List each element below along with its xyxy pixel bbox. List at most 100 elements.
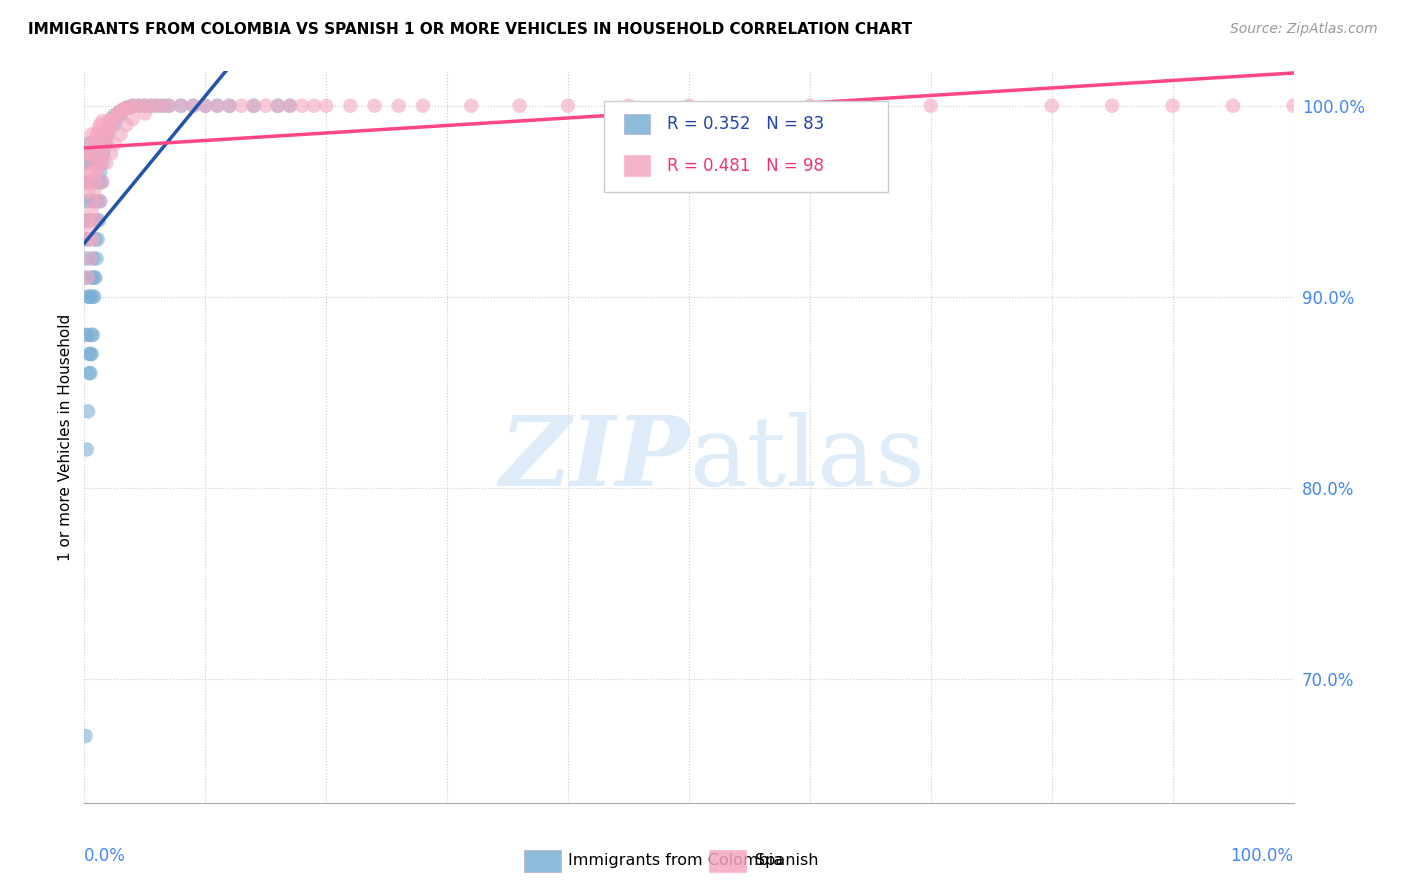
Point (1222, 99, 1244, 113)
Point (181, 99, 204, 113)
FancyBboxPatch shape (710, 849, 745, 871)
Point (77, 232, 100, 246)
Point (152, 99, 174, 113)
Point (82, 290, 104, 304)
Point (75, 270, 97, 285)
Point (412, 99, 434, 113)
Point (302, 99, 325, 113)
Point (87, 175, 110, 189)
Point (77, 223, 100, 237)
Point (75, 327, 97, 342)
Point (207, 99, 229, 113)
Point (134, 99, 156, 113)
Point (104, 108, 127, 122)
Point (79, 347, 101, 361)
Point (84, 270, 107, 285)
Point (79, 136, 101, 151)
Point (84, 175, 107, 189)
Point (139, 99, 162, 113)
Point (86, 156, 108, 170)
Point (315, 99, 337, 113)
Point (89, 118, 111, 132)
Point (76, 146, 98, 161)
Point (146, 99, 169, 113)
Point (77, 347, 100, 361)
Point (87, 213, 110, 227)
Point (77, 185, 100, 199)
Point (75, 729, 97, 743)
Point (267, 99, 290, 113)
Point (89, 165, 111, 179)
Point (79, 366, 101, 380)
Point (84, 232, 107, 246)
Point (1040, 99, 1063, 113)
Text: 0.0%: 0.0% (84, 847, 127, 864)
Point (115, 118, 138, 132)
Point (86, 252, 108, 266)
Point (128, 99, 150, 113)
Point (388, 99, 411, 113)
Point (87, 156, 110, 170)
Point (82, 232, 104, 246)
Text: R = 0.352   N = 83: R = 0.352 N = 83 (668, 115, 824, 133)
Point (80, 327, 103, 342)
Point (100, 118, 122, 132)
Point (134, 99, 156, 113)
Point (76, 213, 98, 227)
Point (79, 213, 101, 227)
Point (86, 213, 108, 227)
Point (98, 120, 121, 134)
Point (107, 106, 129, 120)
Point (110, 128, 132, 142)
Point (1101, 99, 1123, 113)
Point (121, 112, 143, 127)
Text: Spanish: Spanish (755, 853, 818, 868)
Point (120, 101, 142, 115)
Point (218, 99, 240, 113)
Point (94, 136, 117, 151)
Point (93, 136, 115, 151)
Point (79, 290, 101, 304)
Point (218, 99, 240, 113)
Text: IMMIGRANTS FROM COLOMBIA VS SPANISH 1 OR MORE VEHICLES IN HOUSEHOLD CORRELATION : IMMIGRANTS FROM COLOMBIA VS SPANISH 1 OR… (28, 22, 912, 37)
Point (77, 146, 100, 161)
Point (152, 99, 174, 113)
Point (87, 121, 110, 136)
Point (86, 165, 108, 179)
Point (77, 156, 100, 170)
Point (82, 252, 104, 266)
Point (107, 106, 129, 120)
Point (79, 213, 101, 227)
Point (75, 232, 97, 246)
Point (97, 121, 120, 136)
Point (104, 110, 127, 124)
Point (96, 126, 118, 140)
Point (86, 128, 108, 142)
Point (100, 112, 122, 127)
Point (76, 213, 98, 227)
Point (76, 146, 98, 161)
Point (76, 175, 98, 189)
Text: 100.0%: 100.0% (1230, 847, 1294, 864)
FancyBboxPatch shape (624, 155, 650, 176)
Point (110, 108, 132, 122)
Point (91, 141, 114, 155)
Point (194, 99, 217, 113)
Point (97, 128, 120, 142)
FancyBboxPatch shape (624, 114, 650, 135)
Point (77, 290, 100, 304)
Point (86, 128, 108, 142)
Point (82, 146, 104, 161)
Point (115, 101, 138, 115)
Point (80, 165, 103, 179)
Point (80, 194, 103, 209)
Point (83, 185, 105, 199)
Point (115, 101, 138, 115)
Point (86, 213, 108, 227)
Point (128, 99, 150, 113)
Point (146, 99, 169, 113)
Point (157, 99, 180, 113)
Point (112, 103, 135, 117)
FancyBboxPatch shape (605, 101, 889, 192)
Text: R = 0.481   N = 98: R = 0.481 N = 98 (668, 157, 824, 175)
